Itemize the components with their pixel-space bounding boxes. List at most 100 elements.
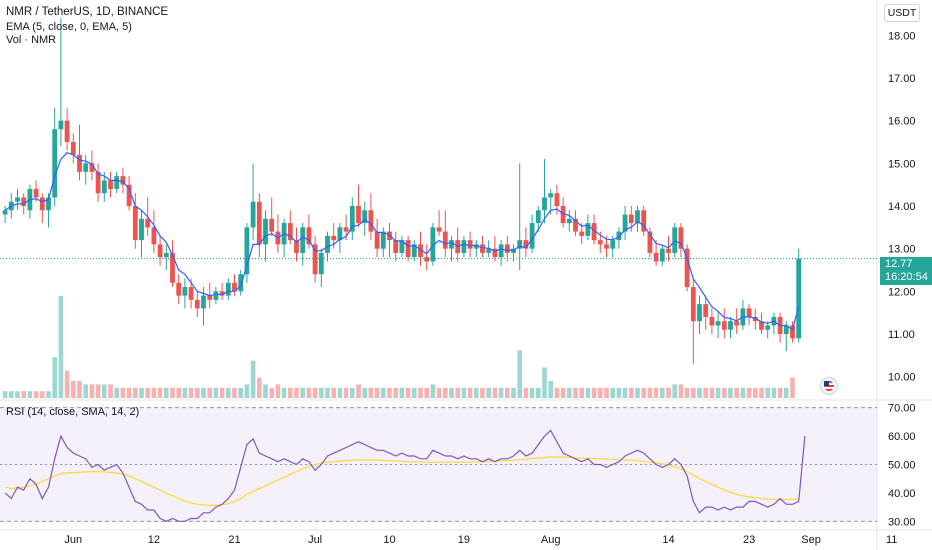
- candle-body: [517, 240, 523, 249]
- rsi-tick-label: 30.00: [888, 516, 916, 528]
- candle-body: [790, 325, 795, 339]
- candle-body: [709, 316, 715, 326]
- volume-bar: [629, 387, 634, 398]
- candle-body: [362, 210, 368, 224]
- candle-body: [263, 218, 268, 245]
- volume-bar: [294, 387, 299, 398]
- candle-body: [356, 206, 361, 224]
- volume-bar: [226, 387, 231, 398]
- candle-body: [430, 227, 436, 262]
- candle-body: [566, 218, 572, 224]
- price-tick-label: 12.00: [888, 286, 916, 298]
- volume-bar: [573, 387, 578, 398]
- volume-bar: [436, 387, 442, 398]
- volume-bar: [108, 384, 113, 398]
- volume-bar: [64, 370, 70, 398]
- volume-bar: [114, 387, 119, 398]
- volume-bar: [201, 387, 206, 398]
- candle-body: [746, 308, 752, 317]
- time-tick-label: Jun: [64, 534, 82, 546]
- candle-body: [182, 287, 188, 296]
- candle-body: [504, 244, 510, 253]
- rsi-tick-label: 40.00: [888, 488, 916, 500]
- candle-body: [201, 295, 206, 309]
- ema-legend[interactable]: EMA (5, close, 0, EMA, 5): [6, 21, 132, 33]
- volume-bar: [207, 387, 212, 398]
- candle-body: [684, 248, 690, 288]
- candle-body: [405, 240, 411, 258]
- volume-bar: [182, 387, 188, 398]
- price-tick-label: 10.00: [888, 372, 916, 384]
- rsi-line: [4, 429, 806, 522]
- volume-bar: [126, 387, 132, 398]
- candle-body: [666, 248, 671, 253]
- volume-bar: [52, 357, 57, 398]
- candle-body: [535, 210, 541, 224]
- candle-body: [703, 304, 709, 317]
- volume-bar: [697, 387, 702, 398]
- volume-legend[interactable]: Vol · NMR: [6, 34, 57, 46]
- volume-bar: [387, 387, 392, 398]
- candle-body: [312, 244, 318, 275]
- volume-bar: [145, 387, 150, 398]
- candle-body: [734, 321, 740, 326]
- volume-bar: [542, 367, 547, 398]
- candle-body: [306, 227, 312, 245]
- volume-bar: [598, 387, 603, 398]
- candle-body: [529, 223, 535, 249]
- candle-body: [721, 321, 727, 330]
- candle-body: [95, 171, 101, 194]
- candle-body: [300, 227, 306, 253]
- us-flag-icon[interactable]: [820, 377, 838, 395]
- volume-bar: [691, 387, 696, 398]
- volume-bar: [511, 387, 516, 398]
- ema-line: [4, 152, 800, 331]
- volume-bar: [275, 384, 281, 398]
- volume-bar: [300, 387, 305, 398]
- volume-bar: [9, 391, 14, 398]
- time-tick-label: Sep: [801, 534, 821, 546]
- volume-bar: [393, 387, 398, 398]
- volume-bar: [560, 387, 566, 398]
- candle-body: [101, 180, 107, 194]
- candle-body: [542, 197, 547, 211]
- volume-bar: [312, 387, 318, 398]
- candle-body: [139, 218, 144, 241]
- time-tick-label: 14: [662, 534, 674, 546]
- candle-body: [752, 316, 758, 322]
- volume-bar: [579, 387, 584, 398]
- candle-body: [256, 201, 262, 245]
- currency-button[interactable]: USDT: [884, 4, 920, 22]
- volume-bar: [461, 387, 467, 398]
- candle-body: [145, 218, 151, 228]
- candle-body: [473, 244, 479, 249]
- volume-bar: [325, 387, 330, 398]
- volume-bar: [449, 387, 454, 398]
- last-price-tag: 12.77 16:20:54: [880, 257, 932, 285]
- rsi-legend[interactable]: RSI (14, close, SMA, 14, 2): [6, 406, 140, 418]
- volume-bar: [151, 387, 157, 398]
- volume-bar: [722, 387, 727, 398]
- candle-body: [641, 210, 647, 232]
- volume-bar: [424, 387, 429, 398]
- candle-body: [15, 197, 20, 202]
- volume-bar: [257, 377, 262, 398]
- volume-bar: [467, 387, 473, 398]
- volume-bar: [672, 384, 677, 398]
- volume-bar: [139, 387, 144, 398]
- candle-body: [442, 231, 448, 249]
- candle-body: [449, 240, 454, 249]
- volume-bar: [331, 387, 336, 398]
- candle-body: [343, 227, 349, 232]
- volume-bar: [374, 387, 380, 398]
- symbol-legend[interactable]: NMR / TetherUS, 1D, BINANCE: [6, 6, 169, 18]
- candle-body: [622, 214, 628, 232]
- volume-bar: [337, 387, 343, 398]
- candle-body: [213, 291, 219, 300]
- candle-body: [108, 180, 113, 189]
- price-tick-label: 16.00: [888, 116, 916, 128]
- time-tick-label: Jul: [308, 534, 322, 546]
- rsi-tick-label: 60.00: [888, 431, 916, 443]
- time-tick-label: Aug: [541, 534, 561, 546]
